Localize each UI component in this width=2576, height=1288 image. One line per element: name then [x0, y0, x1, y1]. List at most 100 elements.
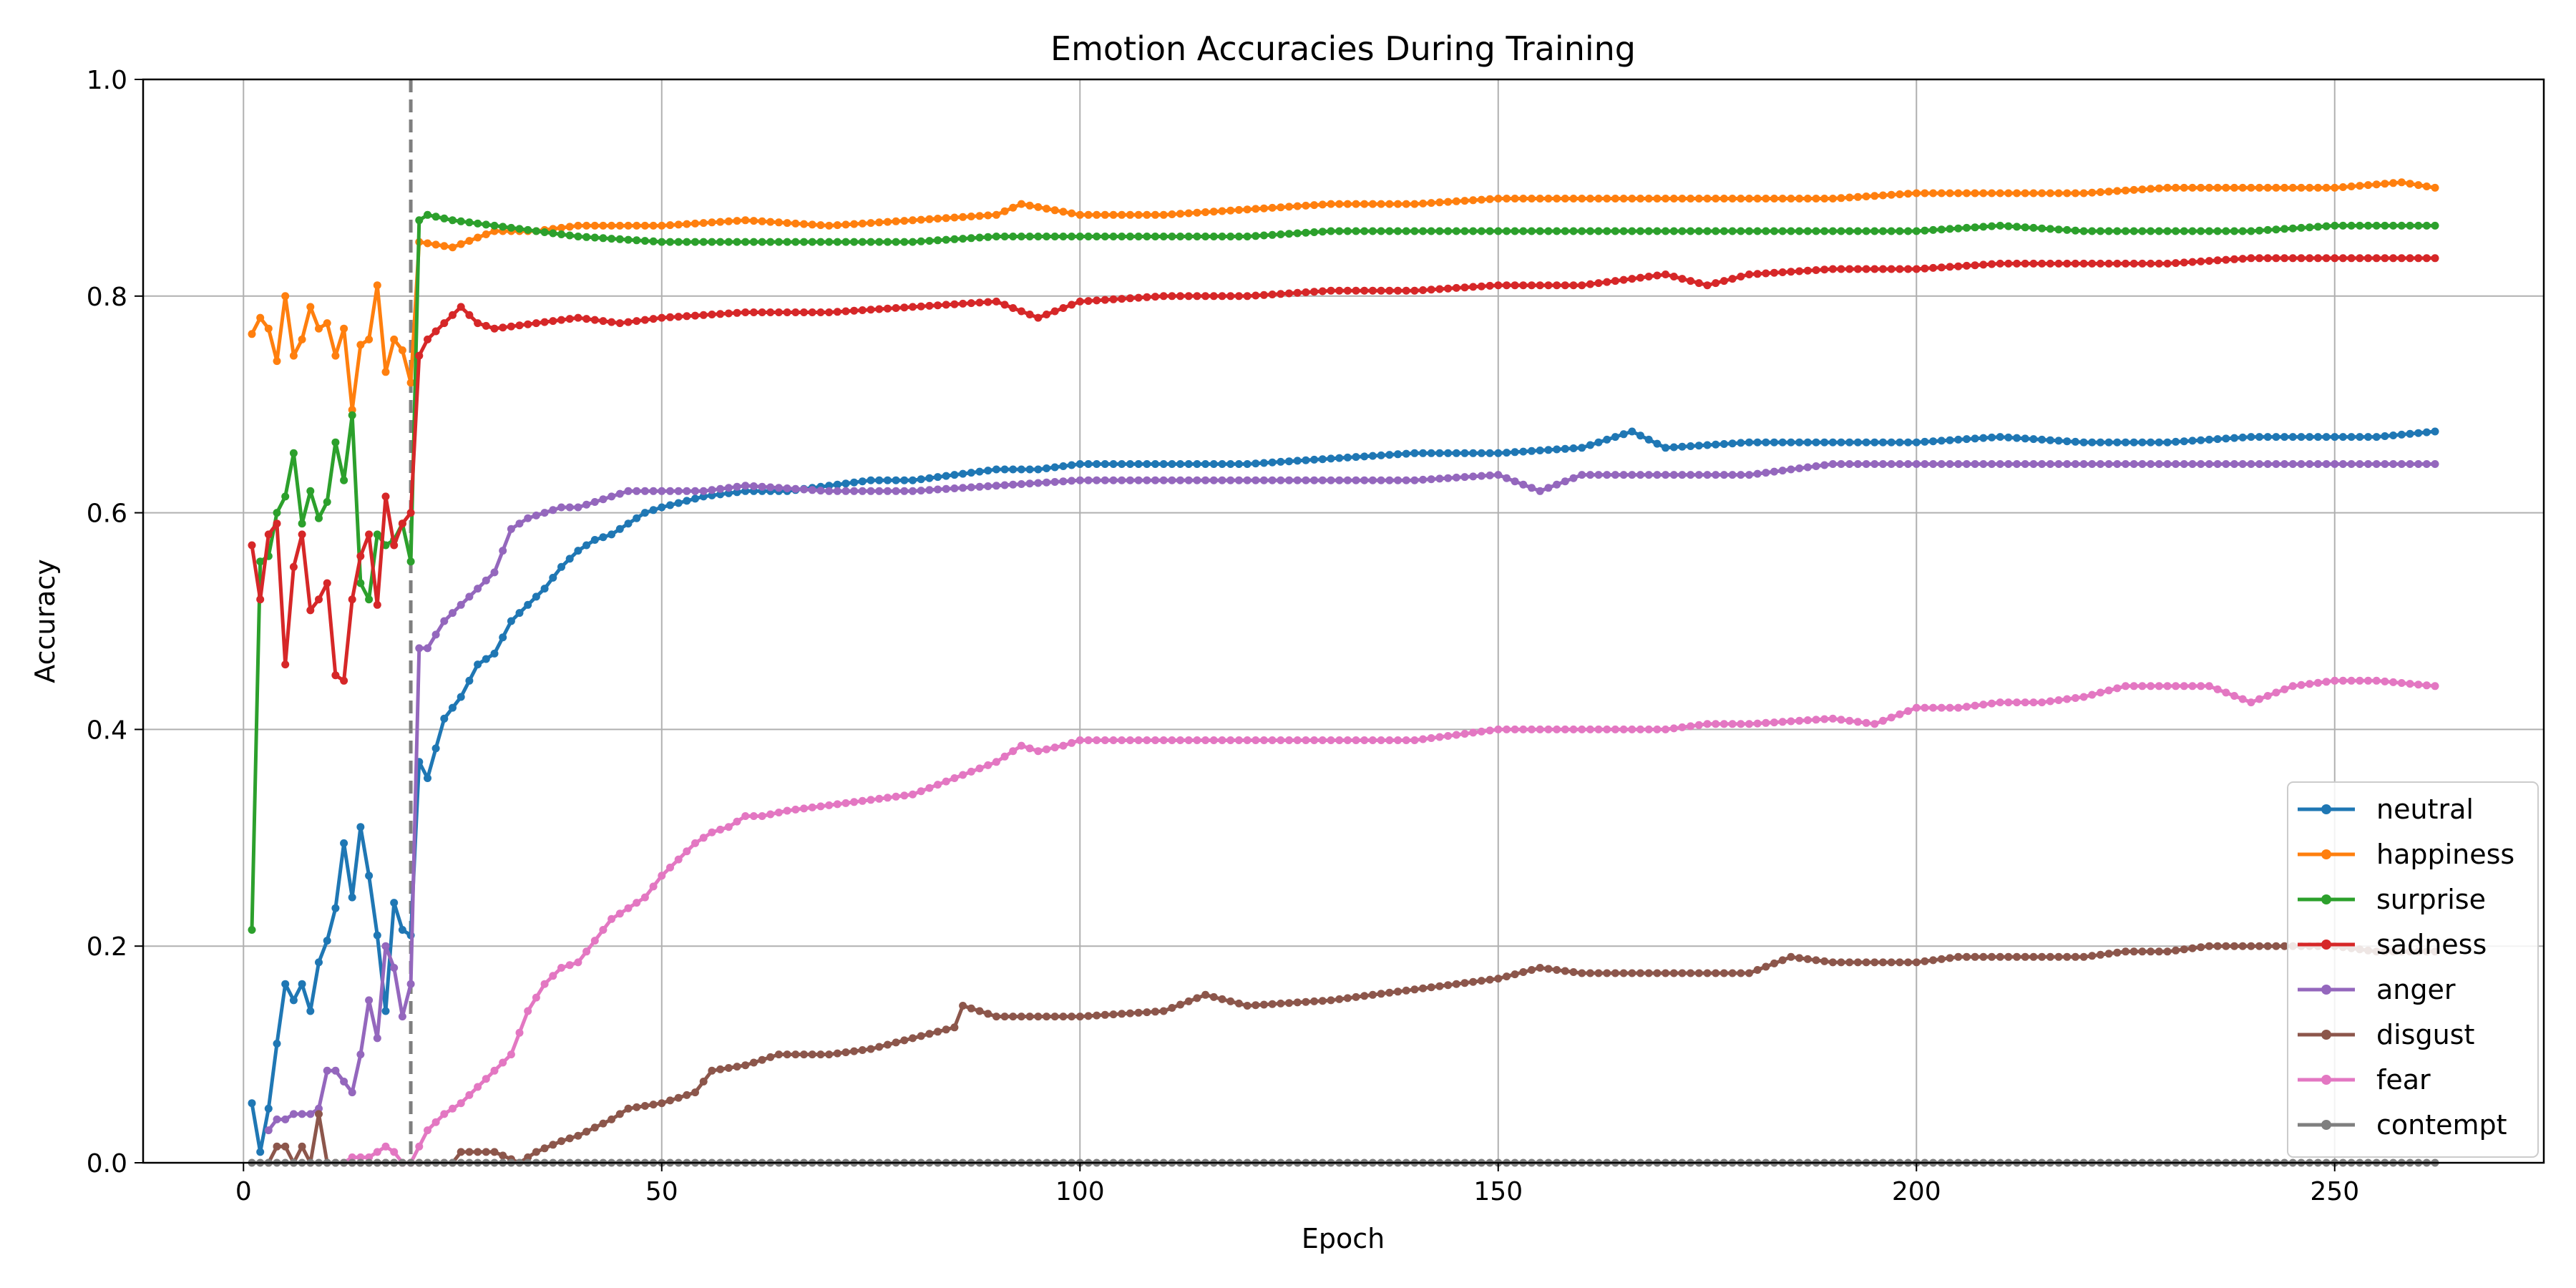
- data-point-fear: [1168, 736, 1176, 744]
- data-point-happiness: [925, 215, 934, 223]
- data-point-happiness: [2129, 185, 2138, 194]
- data-point-sadness: [381, 492, 390, 501]
- data-point-sadness: [2071, 259, 2079, 268]
- data-point-neutral: [1159, 460, 1168, 468]
- data-point-surprise: [867, 238, 875, 246]
- data-point-anger: [1719, 471, 1728, 479]
- data-point-anger: [1243, 476, 1252, 484]
- data-point-anger: [791, 484, 800, 493]
- data-point-anger: [1084, 476, 1093, 484]
- data-point-sadness: [2029, 259, 2038, 268]
- series-line-happiness: [250, 180, 2436, 412]
- data-point-surprise: [2113, 227, 2122, 235]
- data-point-anger: [608, 492, 616, 501]
- data-point-anger: [2113, 460, 2122, 468]
- data-point-anger: [774, 484, 783, 492]
- data-point-anger: [2347, 460, 2356, 468]
- data-point-disgust: [1669, 969, 1678, 977]
- data-point-disgust: [875, 1043, 884, 1051]
- data-point-fear: [1544, 725, 1553, 733]
- data-point-happiness: [1034, 203, 1043, 211]
- data-point-happiness: [1954, 189, 1963, 197]
- data-point-anger: [1536, 487, 1544, 495]
- y-tick-label: 0.8: [87, 283, 127, 312]
- data-point-fear: [381, 1142, 390, 1151]
- data-point-neutral: [975, 467, 984, 476]
- data-point-happiness: [2347, 182, 2356, 190]
- data-point-neutral: [2205, 435, 2213, 444]
- data-point-surprise: [2372, 221, 2381, 230]
- data-point-disgust: [2096, 950, 2104, 959]
- data-point-surprise: [959, 235, 967, 243]
- data-point-fear: [2096, 688, 2104, 697]
- data-point-sadness: [1017, 307, 1025, 316]
- data-point-anger: [674, 487, 683, 495]
- data-point-disgust: [1034, 1013, 1043, 1021]
- data-point-sadness: [2306, 254, 2314, 263]
- data-point-anger: [1352, 476, 1360, 484]
- legend-label-fear: fear: [2376, 1064, 2431, 1096]
- data-point-surprise: [783, 238, 791, 246]
- data-point-disgust: [2104, 950, 2113, 958]
- data-point-surprise: [766, 238, 775, 246]
- data-point-surprise: [1762, 227, 1770, 235]
- legend-label-sadness: sadness: [2376, 929, 2487, 960]
- data-point-sadness: [1519, 281, 1528, 290]
- data-point-fear: [1745, 720, 1753, 728]
- data-point-disgust: [1368, 990, 1377, 999]
- data-point-fear: [825, 801, 834, 809]
- data-point-anger: [2180, 460, 2188, 468]
- data-point-neutral: [1787, 438, 1795, 447]
- data-point-sadness: [1243, 292, 1252, 301]
- data-point-neutral: [1243, 460, 1252, 468]
- data-point-neutral: [615, 525, 624, 533]
- data-point-neutral: [1277, 457, 1285, 466]
- data-point-anger: [465, 592, 474, 601]
- data-point-disgust: [741, 1061, 750, 1070]
- data-point-surprise: [1778, 227, 1787, 235]
- data-point-sadness: [1043, 311, 1050, 318]
- data-point-neutral: [340, 839, 348, 847]
- data-point-happiness: [808, 220, 816, 229]
- data-point-surprise: [2147, 227, 2155, 235]
- data-point-surprise: [1302, 228, 1310, 237]
- data-point-fear: [749, 812, 758, 820]
- data-point-neutral: [1503, 449, 1511, 457]
- data-point-sadness: [2088, 259, 2097, 268]
- data-point-neutral: [356, 823, 365, 831]
- data-point-neutral: [2422, 428, 2431, 436]
- data-point-happiness: [1075, 210, 1084, 219]
- data-point-happiness: [1611, 195, 1619, 203]
- data-point-happiness: [582, 221, 591, 230]
- plot-frame: [142, 78, 2545, 1164]
- data-point-happiness: [2172, 183, 2180, 192]
- data-point-neutral: [950, 471, 959, 479]
- data-point-neutral: [1678, 442, 1687, 451]
- data-point-sadness: [2397, 254, 2406, 263]
- data-point-sadness: [457, 303, 465, 311]
- data-point-happiness: [457, 240, 465, 248]
- data-point-fear: [2104, 686, 2113, 695]
- data-point-happiness: [1979, 189, 1988, 197]
- data-point-surprise: [1644, 227, 1653, 235]
- data-point-anger: [2079, 460, 2088, 468]
- data-point-sadness: [482, 321, 490, 330]
- data-point-sadness: [256, 595, 265, 604]
- data-point-disgust: [1252, 1001, 1260, 1010]
- data-point-anger: [1394, 476, 1402, 484]
- data-point-happiness: [1084, 210, 1093, 219]
- data-point-anger: [1485, 471, 1494, 479]
- data-point-surprise: [1946, 225, 1954, 233]
- data-point-surprise: [1109, 233, 1118, 240]
- data-point-happiness: [1770, 195, 1778, 203]
- data-point-sadness: [1896, 265, 1904, 273]
- data-point-fear: [490, 1066, 499, 1075]
- data-point-anger: [1954, 460, 1963, 468]
- data-point-surprise: [2021, 223, 2029, 232]
- data-point-happiness: [356, 341, 365, 349]
- data-point-happiness: [1662, 195, 1670, 203]
- data-point-anger: [1770, 467, 1778, 476]
- data-point-sadness: [2255, 254, 2263, 263]
- data-point-happiness: [431, 240, 440, 249]
